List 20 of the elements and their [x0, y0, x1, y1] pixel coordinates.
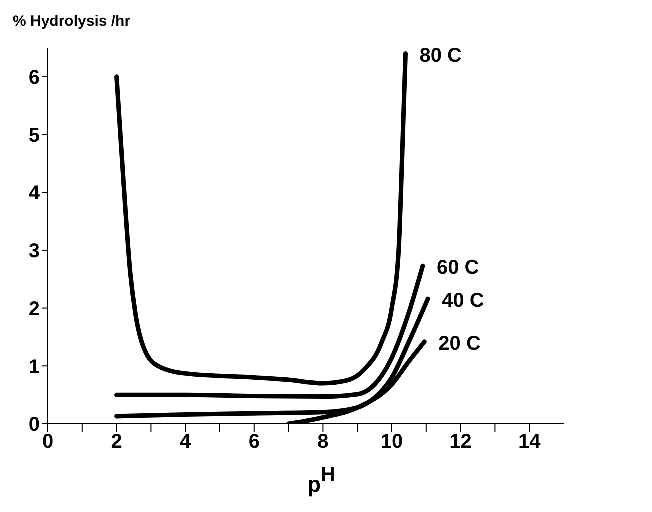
x-tick-label: 12 [450, 431, 472, 454]
x-axis-title: p$^{H}$ [308, 464, 336, 497]
x-tick-label: 4 [180, 431, 192, 454]
series-label: 40 C [442, 290, 484, 312]
series-label: 60 C [436, 257, 480, 280]
x-tick-label: 14 [518, 431, 542, 454]
y-tick-label: 2 [28, 298, 40, 320]
x-tick-label: 8 [318, 431, 329, 454]
series-label: 20 C [438, 332, 481, 355]
y-tick-label: 6 [28, 67, 40, 90]
y-axis-title: % Hydrolysis /hr [13, 13, 131, 30]
y-tick-label: 5 [28, 124, 40, 147]
x-tick-label: 2 [111, 431, 122, 454]
y-tick-label: 0 [28, 414, 40, 436]
x-tick-label: 10 [380, 431, 404, 454]
y-tick-label: 4 [28, 182, 41, 205]
x-tick-label: 6 [248, 431, 260, 454]
y-tick-label: 1 [28, 356, 40, 378]
y-tick-label: 3 [28, 240, 40, 263]
series-label: 80 C [420, 44, 462, 67]
